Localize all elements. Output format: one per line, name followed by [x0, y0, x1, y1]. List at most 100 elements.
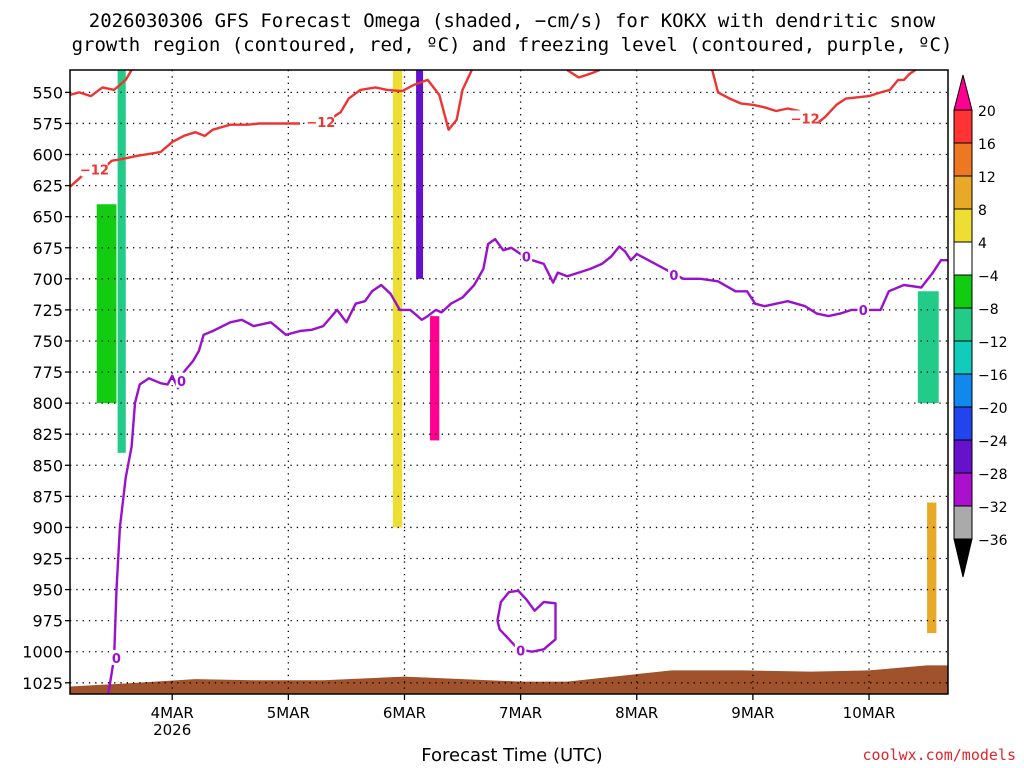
colorbar-segment-7: [953, 307, 973, 342]
y-tick-label: 775: [32, 363, 63, 382]
colorbar-label: 12: [978, 170, 996, 186]
freezing-label-3: 0: [522, 250, 531, 265]
x-tick-year: 2026: [153, 721, 191, 739]
dgz-contour-segment-0: [70, 122, 300, 188]
omega-shading-layer: [96, 70, 939, 634]
colorbar-bottom-arrow: [953, 538, 973, 578]
colorbar-segment-4: [953, 208, 973, 243]
colorbar-label: −20: [978, 401, 1008, 417]
colorbar-label: −12: [978, 335, 1008, 351]
omega-shade-region-6: [917, 291, 939, 404]
freezing-label-2: 0: [177, 375, 186, 390]
contour-layer: 0 0 0 0 0 0 −12 −12 −12: [70, 70, 948, 694]
credit-text: coolwx.com/models: [862, 746, 1016, 764]
colorbar-label: −28: [978, 467, 1008, 483]
y-tick-label: 550: [32, 83, 63, 102]
freezing-label-2-bg: [175, 372, 188, 388]
x-tick-label: 7MAR: [499, 704, 542, 722]
colorbar-label: −4: [978, 269, 999, 285]
terrain-fill: [70, 665, 948, 694]
grid-layer: [70, 70, 948, 694]
colorbar-segment-3: [953, 175, 973, 210]
x-tick-label: 4MAR: [151, 704, 194, 722]
colorbar-segment-12: [953, 472, 973, 507]
y-tick-label: 575: [32, 114, 63, 133]
chart-title-line2: growth region (contoured, red, ºC) and f…: [71, 34, 953, 56]
freezing-label-3-bg: [520, 248, 533, 264]
colorbar-label: 8: [978, 203, 987, 219]
colorbar-label: 20: [978, 104, 996, 120]
colorbar: 20 16 12 8 4 −4 −8 −12 −16 −20 −24 −28 −32 −36: [953, 74, 1008, 578]
y-tick-label: 1025: [22, 674, 63, 693]
omega-shade-region-4: [416, 70, 424, 279]
x-tick-label: 6MAR: [383, 704, 426, 722]
freezing-label-4-bg: [668, 267, 680, 283]
colorbar-label: −24: [978, 434, 1008, 450]
colorbar-segment-8: [953, 340, 973, 375]
y-tick-label: 650: [32, 208, 63, 227]
omega-shade-region-2: [392, 70, 403, 528]
colorbar-segment-1: [953, 109, 973, 144]
omega-shade-region-1: [96, 204, 117, 404]
x-tick-label: 9MAR: [731, 704, 774, 722]
freezing-label-6-bg: [514, 642, 527, 658]
y-tick-label: 700: [32, 270, 63, 289]
colorbar-label: −36: [978, 533, 1008, 549]
axes-layer: 550 575 600 625 650 675 700 725 750 775 800 825 850 8…: [22, 69, 949, 739]
omega-shade-region-0: [117, 70, 126, 453]
omega-shade-region-3: [430, 316, 440, 441]
y-tick-label: 675: [32, 239, 63, 258]
y-tick-label: 825: [32, 425, 63, 444]
y-tick-label: 850: [32, 456, 63, 475]
dgz-label-3: −12: [791, 112, 820, 127]
dgz-label-1-bg: [81, 161, 108, 177]
freezing-label-1: 0: [112, 652, 121, 667]
colorbar-segment-10: [953, 406, 973, 441]
colorbar-label: −32: [978, 500, 1008, 516]
dgz-label-2-bg: [307, 114, 335, 130]
dgz-label-1: −12: [80, 163, 109, 178]
y-tick-label: 950: [32, 581, 63, 600]
colorbar-label: −8: [978, 302, 999, 318]
y-tick-label: 625: [32, 177, 63, 196]
colorbar-segment-11: [953, 439, 973, 474]
y-tick-label: 725: [32, 301, 63, 320]
colorbar-segment-2: [953, 142, 973, 177]
y-tick-label: 1000: [22, 643, 63, 662]
x-tick-label: 10MAR: [843, 704, 896, 722]
y-tick-label: 875: [32, 487, 63, 506]
y-tick-label: 975: [32, 612, 63, 631]
colorbar-label: −16: [978, 368, 1008, 384]
dgz-contour-segment-4: [711, 70, 917, 125]
terrain-layer: [70, 665, 948, 694]
y-tick-label: 750: [32, 332, 63, 351]
colorbar-label: 16: [978, 137, 996, 153]
dgz-contour-segment-1: [70, 70, 133, 98]
colorbar-label: 4: [978, 236, 987, 252]
freezing-label-5-bg: [857, 301, 869, 317]
colorbar-segment-13: [953, 505, 973, 540]
x-axis-title: Forecast Time (UTC): [421, 745, 603, 766]
colorbar-segment-5: [953, 241, 973, 276]
plot-frame: [69, 69, 949, 695]
y-tick-label: 925: [32, 550, 63, 569]
dgz-contour-segment-2: [328, 70, 473, 131]
x-tick-label: 8MAR: [615, 704, 658, 722]
freezing-level-contour: [107, 237, 948, 694]
dgz-label-3-bg: [791, 110, 819, 126]
x-tick-label: 5MAR: [267, 704, 310, 722]
freezing-level-loop: [496, 589, 557, 653]
colorbar-segment-6: [953, 274, 973, 309]
freezing-label-1-bg: [110, 649, 123, 665]
freezing-label-4: 0: [669, 269, 678, 284]
dgz-contour-segment-3: [566, 70, 601, 79]
dgz-label-2: −12: [306, 116, 335, 131]
freezing-label-6: 0: [516, 644, 525, 659]
y-tick-label: 900: [32, 518, 63, 537]
y-tick-label: 800: [32, 394, 63, 413]
colorbar-top-arrow: [953, 74, 973, 111]
colorbar-segment-9: [953, 373, 973, 408]
y-tick-label: 600: [32, 146, 63, 165]
freezing-label-5: 0: [859, 304, 868, 319]
omega-shade-region-5: [927, 502, 937, 634]
